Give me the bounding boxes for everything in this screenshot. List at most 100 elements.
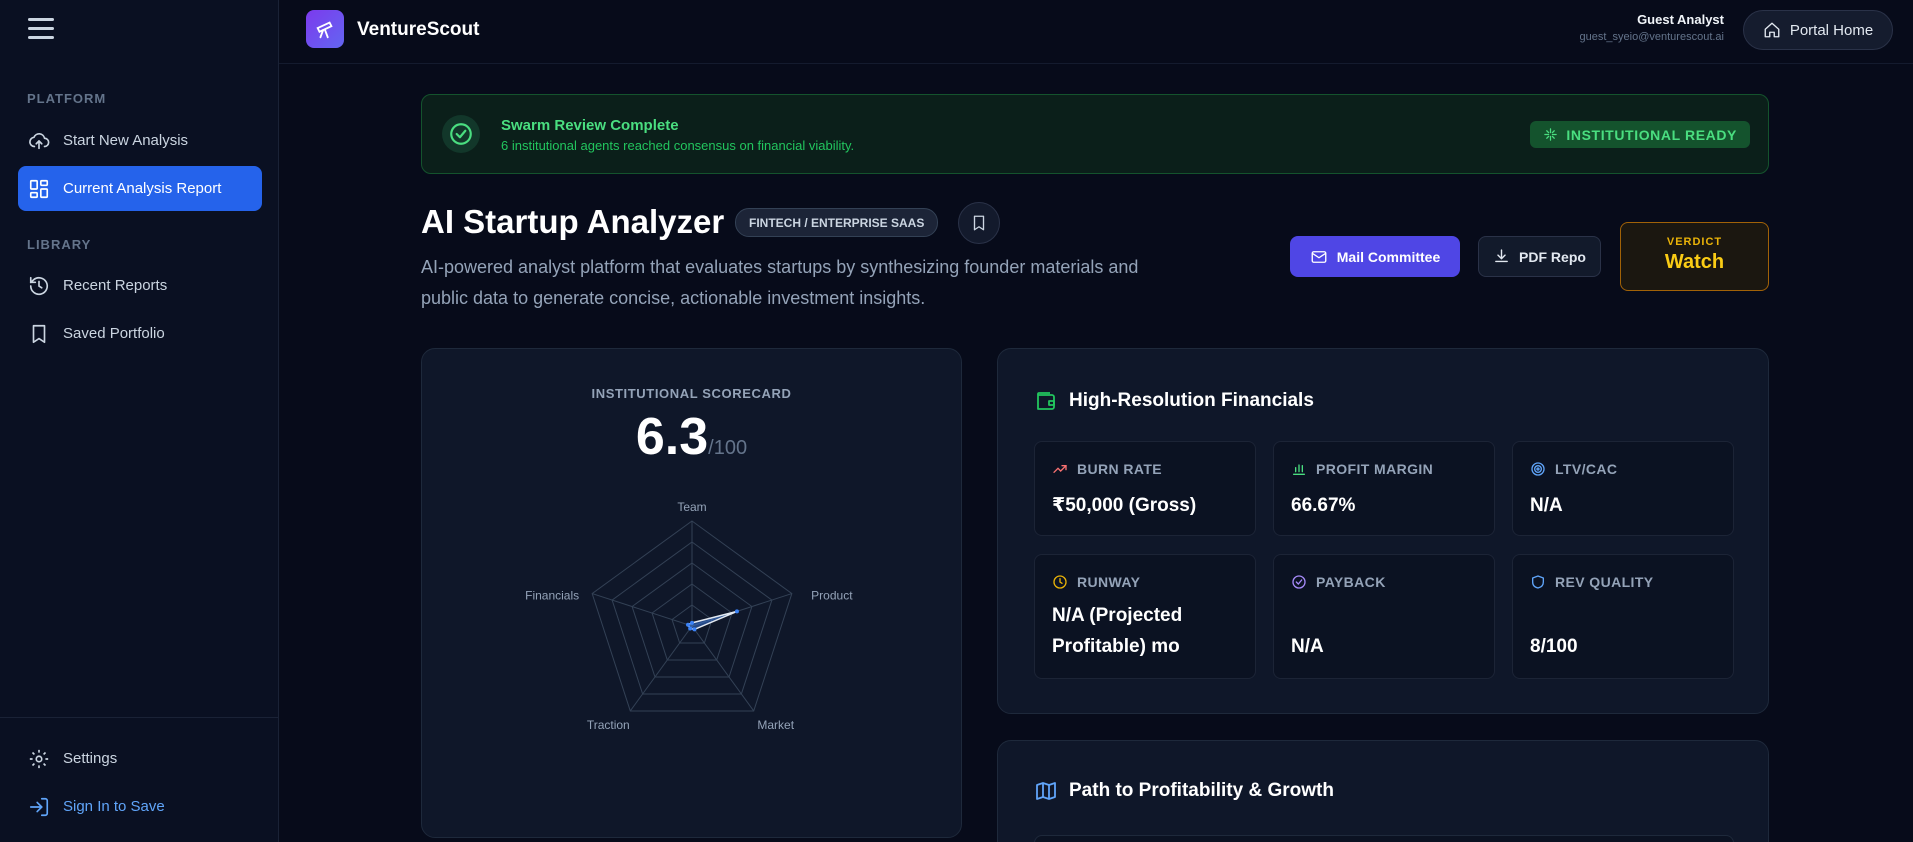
- clock-icon: [1053, 575, 1067, 589]
- bookmark-button[interactable]: [958, 202, 1000, 244]
- metric-label-text: RUNWAY: [1077, 574, 1141, 590]
- growth-content: [1034, 835, 1734, 842]
- history-icon: [28, 275, 50, 297]
- radar-spoke: [691, 625, 755, 712]
- institutional-scorecard: INSTITUTIONAL SCORECARD 6.3/100 Team Prod…: [421, 348, 962, 838]
- user-name: Guest Analyst: [1637, 12, 1724, 27]
- sidebar-item-saved-portfolio[interactable]: Saved Portfolio: [18, 311, 262, 356]
- metric-label-text: PAYBACK: [1316, 574, 1386, 590]
- sidebar-item-label: Settings: [63, 750, 118, 767]
- radar-chart: Team Product Market Traction Financials: [525, 500, 853, 732]
- banner-subtitle: 6 institutional agents reached consensus…: [501, 138, 855, 153]
- metric-profit-margin: PROFIT MARGIN 66.67%: [1273, 441, 1495, 536]
- radar-grid-ring: [611, 541, 773, 695]
- radar-data-point: [686, 622, 691, 627]
- target-icon: [1531, 462, 1545, 476]
- sidebar-item-current-analysis-report[interactable]: Current Analysis Report: [18, 166, 262, 211]
- bookmark-icon: [28, 323, 50, 345]
- sidebar-divider: [0, 717, 279, 718]
- verdict-badge: VERDICT Watch: [1620, 222, 1769, 291]
- metric-label: REV QUALITY: [1530, 574, 1654, 590]
- radar-data-point: [690, 620, 694, 625]
- verdict-value: Watch: [1664, 251, 1725, 273]
- pdf-report-button[interactable]: PDF Repo: [1478, 236, 1601, 277]
- banner-title: Swarm Review Complete: [501, 117, 679, 134]
- radar-grid-ring: [671, 604, 713, 644]
- radar-grid-ring: [651, 583, 733, 661]
- home-icon: [1764, 22, 1780, 38]
- dashboard-icon: [28, 178, 50, 200]
- radar-axis-label: Traction: [587, 718, 630, 732]
- sidebar-item-label: Sign In to Save: [63, 798, 165, 815]
- check-circle-icon: [1292, 575, 1306, 589]
- radar-spoke: [629, 625, 693, 712]
- sidebar-item-label: Saved Portfolio: [63, 325, 165, 342]
- growth-header: Path to Profitability & Growth: [1034, 779, 1334, 803]
- menu-icon[interactable]: [28, 18, 54, 40]
- metric-label: RUNWAY: [1052, 574, 1140, 590]
- metric-value: N/A (Projected Profitable) mo: [1052, 605, 1183, 657]
- swarm-review-banner: Swarm Review Complete 6 institutional ag…: [421, 94, 1769, 174]
- shield-icon: [1532, 575, 1544, 589]
- scorecard-score: 6.3/100: [422, 407, 961, 467]
- startup-description: AI-powered analyst platform that evaluat…: [421, 257, 1139, 308]
- growth-title: Path to Profitability & Growth: [1069, 780, 1334, 801]
- radar-axis-label: Financials: [525, 589, 579, 603]
- financials-header: High-Resolution Financials: [1034, 389, 1314, 413]
- sign-in-icon: [28, 796, 50, 818]
- radar-data-point: [688, 626, 693, 631]
- sign-in-button[interactable]: Sign In to Save: [18, 784, 262, 829]
- telescope-icon[interactable]: [306, 10, 344, 48]
- gear-icon: [28, 748, 50, 770]
- scorecard-label: INSTITUTIONAL SCORECARD: [591, 386, 792, 401]
- page-title: AI Startup Analyzer: [421, 203, 725, 240]
- score-max: /100: [708, 437, 748, 459]
- sparkle-icon: [1544, 128, 1558, 141]
- metric-payback: PAYBACK N/A: [1273, 554, 1495, 679]
- platform-heading: PLATFORM: [27, 91, 107, 106]
- map-icon: [1036, 782, 1056, 800]
- metric-label: BURN RATE: [1052, 461, 1162, 477]
- radar-data-point: [734, 609, 739, 614]
- radar-axis-label: Product: [811, 589, 853, 603]
- sidebar: PLATFORM Start New Analysis Current Anal…: [0, 0, 279, 842]
- metric-value: N/A: [1291, 636, 1324, 657]
- wallet-icon: [1037, 392, 1055, 410]
- status-badge: INSTITUTIONAL READY: [1530, 121, 1750, 148]
- radar-spoke: [591, 593, 693, 627]
- metric-value: 66.67%: [1291, 495, 1356, 516]
- brand-name[interactable]: VentureScout: [357, 19, 480, 40]
- financials-card: High-Resolution Financials BURN RATE ₹50…: [997, 348, 1769, 714]
- mail-icon: [1311, 250, 1327, 263]
- metric-runway: RUNWAY N/A (Projected Profitable) mo: [1034, 554, 1256, 679]
- metric-burn-rate: BURN RATE ₹50,000 (Gross): [1034, 441, 1256, 536]
- sidebar-item-recent-reports[interactable]: Recent Reports: [18, 263, 262, 308]
- download-icon: [1495, 249, 1508, 263]
- radar-spoke: [691, 593, 793, 627]
- mail-committee-button[interactable]: Mail Committee: [1290, 236, 1460, 277]
- metric-ltv-cac: LTV/CAC N/A: [1512, 441, 1734, 536]
- metric-label-text: PROFIT MARGIN: [1316, 461, 1434, 477]
- score-value: 6.3: [635, 408, 709, 466]
- metric-value: 8/100: [1530, 636, 1578, 657]
- metric-value: ₹50,000 (Gross): [1052, 495, 1197, 516]
- sidebar-item-label: Current Analysis Report: [63, 180, 222, 197]
- check-circle-icon: [442, 115, 480, 153]
- trending-up-icon: [1053, 465, 1067, 473]
- radar-axis-label: Team: [677, 500, 706, 514]
- portal-home-button[interactable]: Portal Home: [1743, 10, 1893, 50]
- bar-chart-icon: [1293, 464, 1305, 475]
- radar-axis-label: Market: [757, 718, 794, 732]
- pdf-report-label: PDF Repo: [1519, 248, 1586, 265]
- library-heading: LIBRARY: [27, 237, 92, 252]
- metric-label: LTV/CAC: [1530, 461, 1617, 477]
- metric-label-text: LTV/CAC: [1555, 461, 1618, 477]
- radar-data-point: [692, 627, 697, 632]
- metric-label: PROFIT MARGIN: [1291, 461, 1433, 477]
- sidebar-item-settings[interactable]: Settings: [18, 736, 262, 781]
- sidebar-item-start-new-analysis[interactable]: Start New Analysis: [18, 118, 262, 163]
- cloud-upload-icon: [28, 130, 50, 152]
- mail-committee-label: Mail Committee: [1336, 248, 1441, 265]
- financials-title: High-Resolution Financials: [1069, 390, 1314, 411]
- user-email: guest_syeio@venturescout.ai: [1579, 31, 1724, 43]
